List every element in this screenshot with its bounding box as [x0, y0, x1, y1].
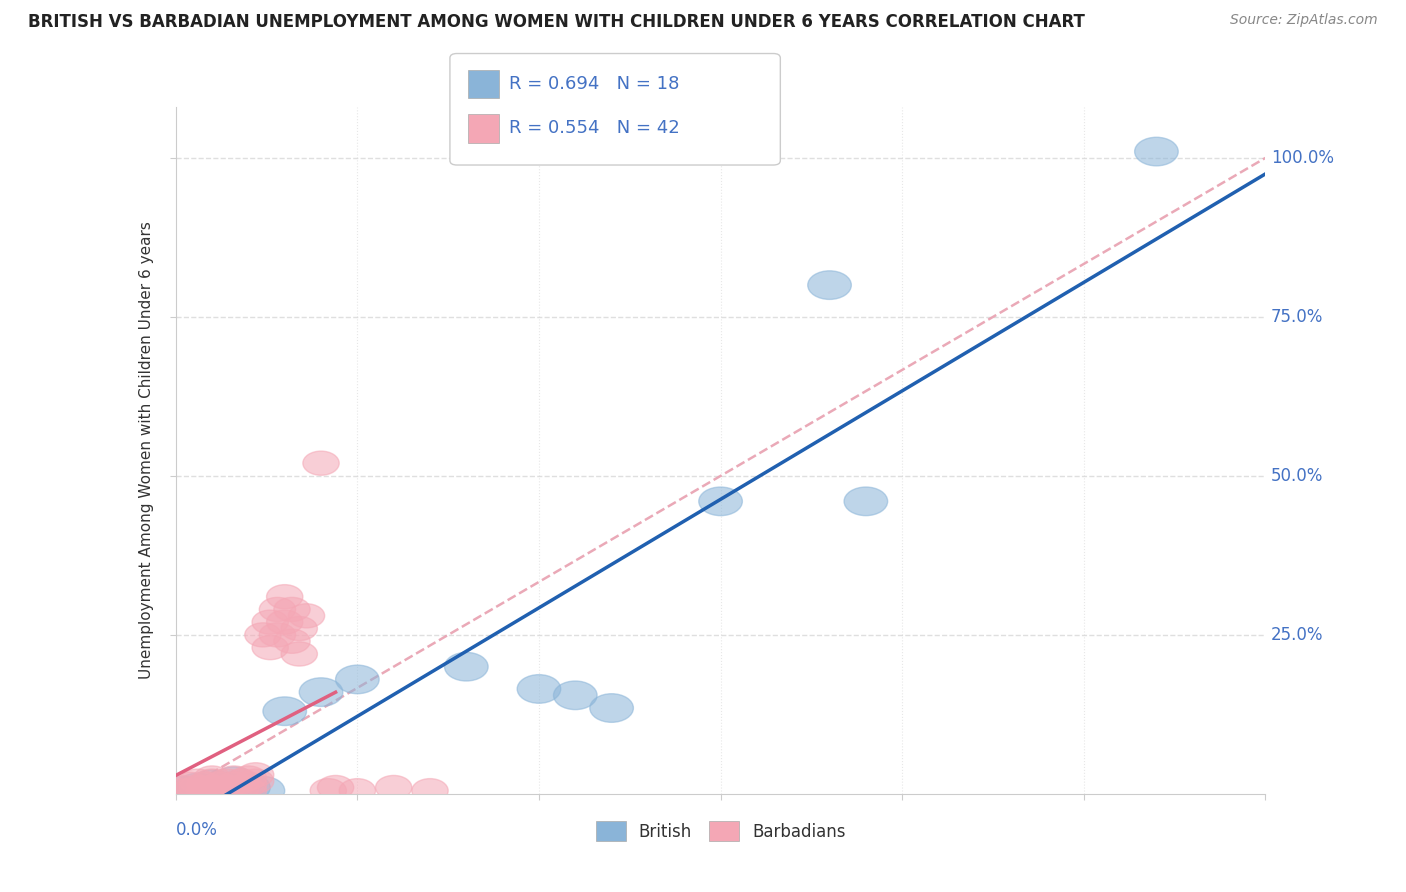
- Ellipse shape: [201, 772, 238, 797]
- Ellipse shape: [281, 642, 318, 666]
- Text: 0.0%: 0.0%: [176, 822, 218, 839]
- Ellipse shape: [197, 776, 242, 805]
- Ellipse shape: [591, 694, 633, 723]
- Ellipse shape: [165, 775, 201, 799]
- Ellipse shape: [1135, 137, 1178, 166]
- Ellipse shape: [267, 610, 302, 634]
- Text: 75.0%: 75.0%: [1271, 308, 1323, 326]
- Ellipse shape: [259, 623, 295, 647]
- Ellipse shape: [231, 766, 267, 790]
- Ellipse shape: [172, 772, 208, 797]
- Ellipse shape: [208, 775, 245, 799]
- Ellipse shape: [194, 775, 231, 799]
- Ellipse shape: [165, 779, 201, 803]
- Ellipse shape: [412, 779, 449, 803]
- Ellipse shape: [180, 775, 215, 799]
- Ellipse shape: [187, 772, 224, 797]
- Ellipse shape: [224, 775, 259, 799]
- Ellipse shape: [444, 652, 488, 681]
- Ellipse shape: [274, 598, 311, 622]
- Ellipse shape: [299, 678, 343, 706]
- Text: Source: ZipAtlas.com: Source: ZipAtlas.com: [1230, 13, 1378, 28]
- Ellipse shape: [215, 766, 252, 790]
- Ellipse shape: [231, 779, 267, 803]
- Ellipse shape: [288, 604, 325, 628]
- Ellipse shape: [808, 271, 852, 300]
- Ellipse shape: [176, 773, 219, 802]
- Ellipse shape: [190, 770, 233, 798]
- Y-axis label: Unemployment Among Women with Children Under 6 years: Unemployment Among Women with Children U…: [139, 221, 155, 680]
- Ellipse shape: [844, 487, 887, 516]
- Ellipse shape: [187, 779, 224, 803]
- Text: BRITISH VS BARBADIAN UNEMPLOYMENT AMONG WOMEN WITH CHILDREN UNDER 6 YEARS CORREL: BRITISH VS BARBADIAN UNEMPLOYMENT AMONG …: [28, 13, 1085, 31]
- Ellipse shape: [336, 665, 380, 694]
- Ellipse shape: [194, 766, 231, 790]
- Ellipse shape: [267, 584, 302, 609]
- Ellipse shape: [205, 773, 249, 802]
- Ellipse shape: [162, 776, 205, 805]
- Ellipse shape: [375, 775, 412, 799]
- Ellipse shape: [180, 769, 215, 793]
- Ellipse shape: [172, 779, 208, 803]
- Ellipse shape: [274, 629, 311, 653]
- Text: 25.0%: 25.0%: [1271, 626, 1323, 644]
- Text: 50.0%: 50.0%: [1271, 467, 1323, 485]
- Ellipse shape: [245, 623, 281, 647]
- Ellipse shape: [259, 598, 295, 622]
- Ellipse shape: [231, 772, 267, 797]
- Ellipse shape: [194, 769, 231, 793]
- Ellipse shape: [238, 769, 274, 793]
- Ellipse shape: [318, 775, 354, 799]
- Text: 100.0%: 100.0%: [1271, 149, 1334, 167]
- Ellipse shape: [517, 674, 561, 703]
- Ellipse shape: [699, 487, 742, 516]
- Ellipse shape: [201, 777, 238, 801]
- Text: R = 0.554   N = 42: R = 0.554 N = 42: [509, 120, 679, 137]
- Ellipse shape: [226, 773, 270, 802]
- Ellipse shape: [252, 610, 288, 634]
- Ellipse shape: [208, 769, 245, 793]
- Ellipse shape: [311, 779, 346, 803]
- Ellipse shape: [263, 697, 307, 725]
- Ellipse shape: [212, 767, 256, 796]
- Legend: British, Barbadians: British, Barbadians: [589, 814, 852, 847]
- Ellipse shape: [554, 681, 598, 710]
- Ellipse shape: [242, 776, 285, 805]
- Ellipse shape: [252, 635, 288, 660]
- Text: R = 0.694   N = 18: R = 0.694 N = 18: [509, 75, 679, 93]
- Ellipse shape: [302, 451, 339, 475]
- Ellipse shape: [281, 616, 318, 640]
- Ellipse shape: [339, 779, 375, 803]
- Ellipse shape: [215, 772, 252, 797]
- Ellipse shape: [238, 763, 274, 787]
- Ellipse shape: [224, 769, 259, 793]
